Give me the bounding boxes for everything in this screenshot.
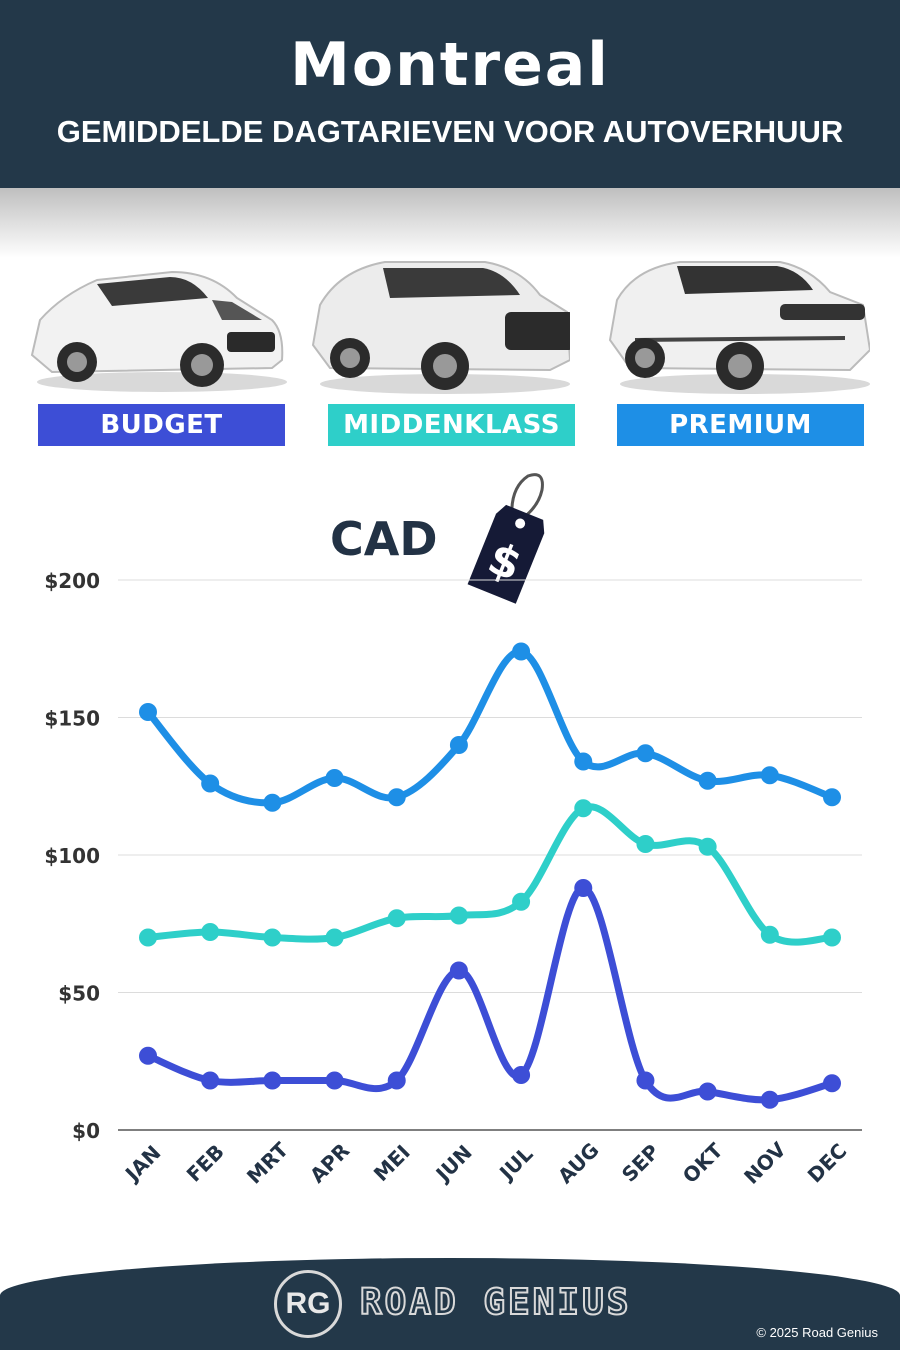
series-line (144, 884, 836, 1104)
data-point (636, 835, 655, 853)
category-badge-premium: PREMIUM (617, 404, 864, 446)
y-tick-label: $150 (44, 707, 100, 731)
y-tick-label: $200 (44, 569, 100, 593)
data-point (823, 928, 841, 947)
data-point (449, 906, 468, 925)
x-tick-label: FEB (182, 1140, 229, 1187)
data-point (139, 928, 157, 947)
y-tick-label: $100 (44, 844, 100, 868)
data-point (387, 788, 406, 807)
data-point (449, 736, 468, 754)
data-point (636, 1071, 655, 1090)
page-subtitle: GEMIDDELDE DAGTARIEVEN VOOR AUTOVERHUUR (56, 114, 844, 149)
y-tick-label: $50 (58, 982, 100, 1006)
x-tick-label: JAN (119, 1141, 165, 1187)
data-point (760, 925, 779, 944)
currency-label: CAD (330, 512, 438, 566)
data-point (698, 837, 717, 856)
category-badge-budget: BUDGET (38, 404, 285, 446)
data-point (698, 771, 717, 790)
x-tick-label: JUL (493, 1142, 537, 1186)
price-tag-icon: $ (467, 473, 545, 604)
x-tick-label: JUN (430, 1140, 477, 1187)
data-point (760, 1090, 779, 1109)
data-point (201, 774, 220, 793)
hatchback-car-image (22, 250, 287, 400)
data-point (325, 769, 344, 787)
data-point (512, 892, 531, 911)
x-tick-label: SEP (617, 1139, 664, 1186)
data-point (449, 961, 468, 980)
data-point (636, 744, 655, 763)
x-tick-label: NOV (739, 1137, 791, 1189)
road-genius-logo-icon: RG (274, 1270, 342, 1338)
data-point (823, 1074, 841, 1093)
footer-bar (0, 1258, 900, 1350)
data-point (574, 879, 593, 897)
data-point (325, 1071, 344, 1090)
header-shadow (0, 188, 900, 258)
data-point (512, 1066, 531, 1084)
suv-car-image (305, 250, 575, 400)
data-point (574, 799, 593, 818)
data-point (387, 1071, 406, 1090)
data-point (823, 788, 841, 807)
x-tick-label: MRT (242, 1137, 293, 1188)
data-point (201, 1071, 220, 1090)
data-point (139, 703, 157, 721)
y-tick-label: $0 (72, 1119, 100, 1143)
data-point (512, 642, 531, 661)
data-point (263, 928, 282, 947)
data-point (574, 752, 593, 771)
page-title: Montreal (290, 30, 610, 100)
data-point (325, 928, 344, 947)
x-tick-label: APR (305, 1138, 354, 1187)
copyright-text: © 2025 Road Genius (756, 1325, 878, 1340)
series-line (144, 803, 836, 946)
data-point (139, 1046, 157, 1065)
premium-suv-car-image (605, 250, 872, 400)
data-point (201, 923, 220, 941)
data-point (760, 766, 779, 785)
brand-name: ROAD GENIUS (359, 1281, 632, 1324)
category-badge-midden: MIDDENKLASS (328, 404, 575, 446)
x-tick-label: AUG (553, 1138, 604, 1189)
data-point (263, 793, 282, 812)
x-tick-label: OKT (678, 1138, 728, 1188)
x-tick-label: MEI (369, 1140, 415, 1186)
x-tick-label: DEC (803, 1139, 852, 1188)
data-point (387, 909, 406, 928)
data-point (698, 1082, 717, 1101)
rental-price-line-chart: $0 $50 $100 $150 $200 JAN FEB MRT APR MEI JUN JUL AU… (44, 569, 862, 1189)
data-point (263, 1071, 282, 1090)
header-banner: Montreal GEMIDDELDE DAGTARIEVEN VOOR AUT… (0, 0, 900, 188)
series-line (144, 648, 836, 807)
